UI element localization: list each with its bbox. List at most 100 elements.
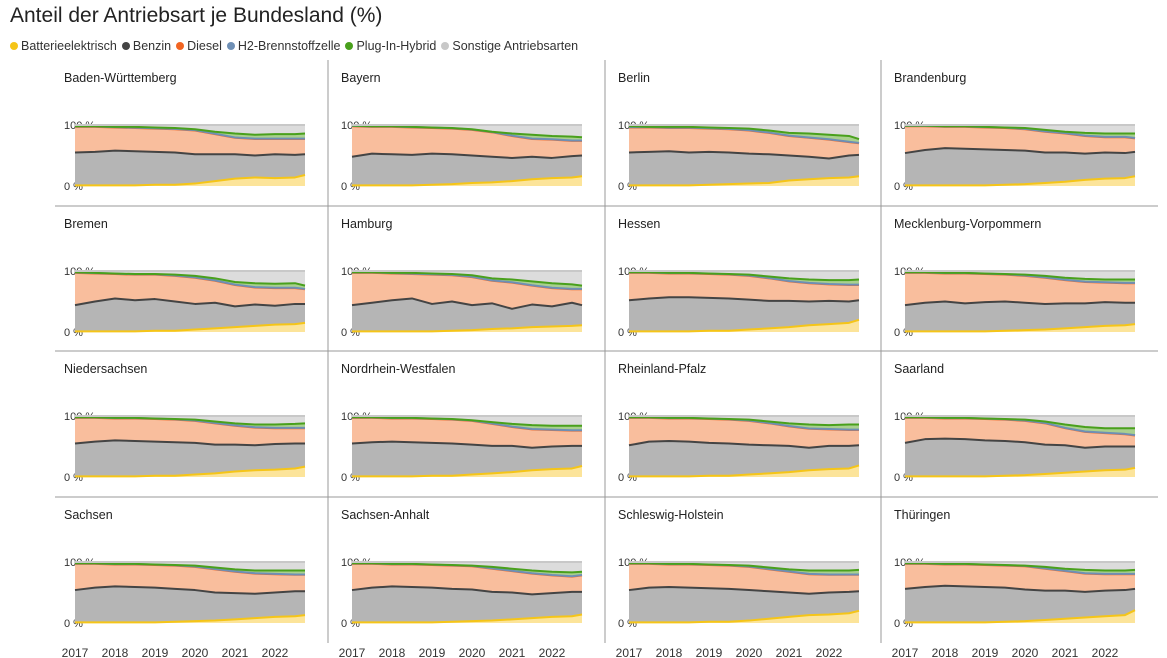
panel-title: Hamburg: [341, 217, 392, 231]
x-tick-label: 2020: [459, 646, 486, 658]
line-benzin: [351, 440, 582, 449]
x-tick-label: 2019: [696, 646, 723, 658]
x-tick-label: 2020: [736, 646, 763, 658]
legend-swatch: [441, 42, 450, 50]
line-batterieelektrisch: [75, 465, 306, 478]
legend-swatch: [121, 42, 130, 50]
line-batterieelektrisch: [75, 614, 306, 624]
line-batterieelektrisch: [905, 609, 1136, 624]
legend-label: Benzin: [132, 39, 172, 53]
panel-title: Sachsen: [64, 508, 113, 522]
area-benzin: [905, 148, 1135, 186]
x-tick-label: 2022: [1092, 646, 1119, 658]
panel-title: Mecklenburg-Vorpommern: [894, 217, 1041, 231]
area-batterieelektrisch: [75, 322, 305, 332]
legend-item[interactable]: Benzin: [121, 39, 172, 53]
x-tick-label: 2021: [776, 646, 803, 658]
legend-item[interactable]: Diesel: [176, 39, 222, 53]
legend-swatch: [345, 42, 354, 50]
legend-item[interactable]: Batterieelektrisch: [10, 39, 117, 53]
x-tick-label: 2022: [262, 646, 289, 658]
area-batterieelektrisch: [629, 176, 859, 186]
line-plug-in-hybrid: [905, 271, 1135, 281]
line-plug-in-hybrid: [629, 562, 860, 572]
legend-item[interactable]: H2-Brennstoffzelle: [226, 39, 340, 53]
line-batterieelektrisch: [352, 324, 583, 333]
area-benzin: [629, 441, 859, 477]
panel-title: Brandenburg: [894, 71, 966, 85]
line-batterieelektrisch: [352, 175, 583, 187]
line-batterieelektrisch: [905, 466, 1136, 478]
line-benzin: [628, 440, 860, 449]
line-benzin: [628, 296, 860, 303]
x-tick-label: 2022: [539, 646, 566, 658]
legend-item[interactable]: Plug-In-Hybrid: [345, 39, 436, 53]
x-tick-label: 2018: [379, 646, 406, 658]
area-batterieelektrisch: [629, 319, 859, 332]
area-batterieelektrisch: [905, 610, 1135, 623]
x-tick-label: 2018: [102, 646, 129, 658]
line-plug-in-hybrid: [905, 562, 1136, 572]
x-tick-label: 2019: [142, 646, 169, 658]
area-batterieelektrisch: [629, 465, 859, 477]
x-tick-label: 2021: [222, 646, 249, 658]
legend-item[interactable]: Sonstige Antriebsarten: [441, 39, 578, 53]
legend-label: Plug-In-Hybrid: [356, 39, 437, 53]
legend: Batterieelektrisch Benzin Diesel H2-Brennst…: [10, 39, 583, 53]
line-batterieelektrisch: [629, 318, 860, 333]
panel-title: Sachsen-Anhalt: [341, 508, 430, 522]
area-benzin: [629, 151, 859, 186]
area-benzin: [905, 585, 1135, 623]
x-tick-label: 2017: [339, 646, 366, 658]
panel-title: Schleswig-Holstein: [618, 508, 724, 522]
line-plug-in-hybrid: [629, 416, 859, 427]
area-batterieelektrisch: [905, 176, 1135, 186]
x-tick-label: 2021: [499, 646, 526, 658]
legend-label: Diesel: [187, 39, 222, 53]
area-benzin: [352, 586, 582, 623]
panel-title: Thüringen: [894, 508, 950, 522]
line-batterieelektrisch: [352, 465, 583, 478]
line-benzin: [351, 585, 582, 596]
area-benzin: [629, 297, 859, 332]
area-benzin: [75, 586, 305, 623]
legend-label: Batterieelektrisch: [21, 39, 117, 53]
x-tick-label: 2020: [1012, 646, 1039, 658]
area-batterieelektrisch: [75, 175, 305, 186]
panel-title: Bayern: [341, 71, 381, 85]
line-benzin: [628, 150, 860, 160]
line-plug-in-hybrid: [75, 416, 306, 426]
panel-title: Baden-Württemberg: [64, 71, 177, 85]
line-benzin: [74, 149, 306, 157]
line-batterieelektrisch: [629, 609, 860, 624]
line-benzin: [628, 586, 860, 595]
line-benzin: [74, 297, 305, 308]
area-benzin: [75, 298, 305, 332]
line-batterieelektrisch: [75, 174, 306, 187]
panel-title: Niedersachsen: [64, 362, 147, 376]
line-plug-in-hybrid: [352, 271, 583, 287]
line-plug-in-hybrid: [905, 416, 1135, 430]
x-tick-label: 2022: [816, 646, 843, 658]
area-batterieelektrisch: [352, 466, 582, 477]
legend-swatch: [176, 42, 185, 50]
area-batterieelektrisch: [352, 614, 582, 623]
line-batterieelektrisch: [352, 613, 583, 624]
x-tick-label: 2017: [892, 646, 919, 658]
area-batterieelektrisch: [352, 325, 582, 332]
line-plug-in-hybrid: [905, 124, 1135, 135]
line-batterieelektrisch: [629, 464, 860, 478]
line-plug-in-hybrid: [74, 271, 306, 287]
line-batterieelektrisch: [905, 323, 1136, 333]
line-benzin: [351, 297, 583, 310]
area-batterieelektrisch: [629, 610, 859, 623]
